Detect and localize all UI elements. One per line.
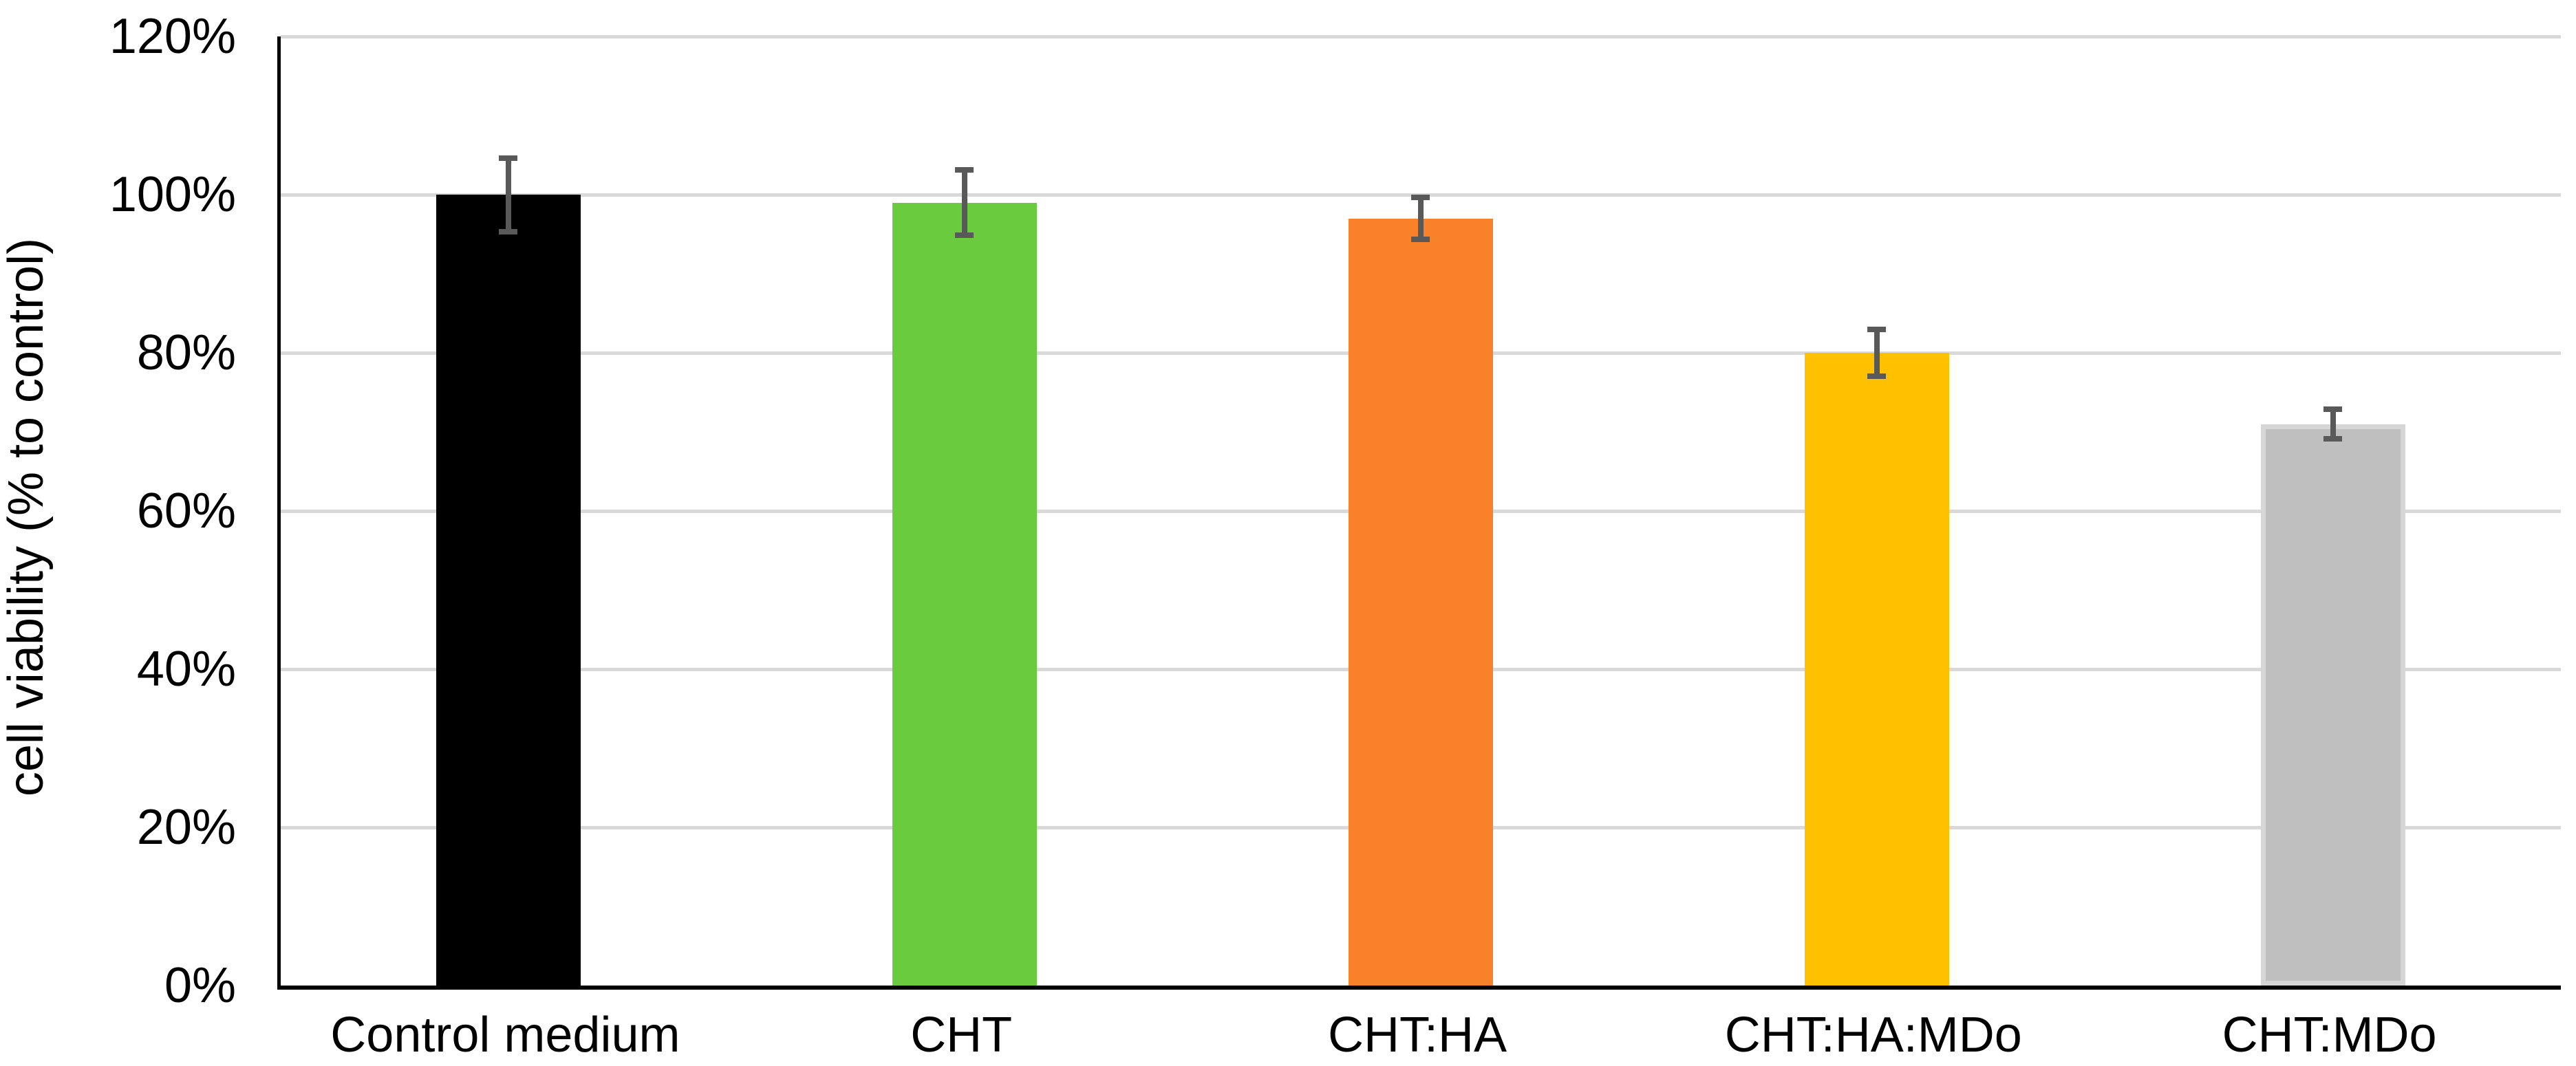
bar-control-medium: [436, 195, 581, 986]
error-bar: [962, 166, 968, 239]
error-bar-top-cap: [1410, 195, 1430, 200]
bar-slot: [1193, 36, 1649, 986]
y-tick-label: 100%: [109, 167, 236, 222]
y-tick-label: 40%: [136, 642, 236, 697]
bar-slot: [1649, 36, 2105, 986]
bar-cht-mdo: [2260, 424, 2405, 986]
bar-slot: [737, 36, 1193, 986]
x-tick-label: CHT: [910, 1008, 1013, 1063]
error-bar-bottom-cap: [2323, 435, 2342, 442]
error-bar-top-cap: [2323, 406, 2342, 413]
gridline-120pct: [281, 35, 2561, 39]
bar-cht-ha: [1348, 218, 1493, 986]
error-bar: [1874, 327, 1880, 379]
error-bar-bottom-cap: [955, 232, 974, 239]
x-tick-label: Control medium: [330, 1008, 680, 1063]
y-tick-label: 120%: [109, 9, 236, 64]
plot-area: [277, 35, 2561, 990]
error-bar: [506, 155, 512, 235]
bar-cht: [892, 202, 1038, 986]
bar-slot: [281, 36, 737, 986]
error-bar-bottom-cap: [1867, 373, 1886, 379]
y-tick-label: 60%: [136, 483, 236, 539]
y-tick-label: 80%: [136, 325, 236, 380]
x-tick-label: CHT:MDo: [2222, 1008, 2437, 1063]
y-tick-label: 20%: [136, 800, 236, 855]
error-bar-bottom-cap: [499, 228, 518, 235]
error-bar-top-cap: [955, 166, 974, 173]
bar-cht-ha-mdo: [1804, 353, 1949, 986]
x-tick-label: CHT:HA:MDo: [1724, 1008, 2022, 1063]
error-bar-top-cap: [499, 155, 518, 161]
error-bar-top-cap: [1867, 327, 1886, 333]
error-bar: [2330, 406, 2336, 442]
bar-slot: [2105, 36, 2561, 986]
y-tick-label: 0%: [164, 958, 236, 1013]
error-bar-bottom-cap: [1410, 237, 1430, 242]
error-bar: [1417, 195, 1424, 242]
x-tick-label: CHT:HA: [1327, 1008, 1507, 1063]
